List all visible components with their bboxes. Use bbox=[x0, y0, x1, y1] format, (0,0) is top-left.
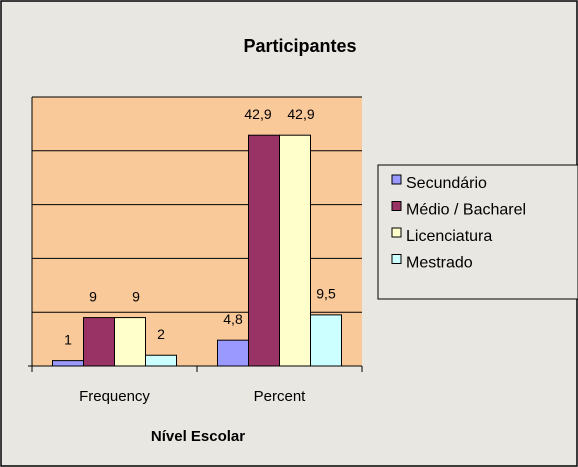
bar bbox=[52, 360, 84, 367]
x-tick-label: Frequency bbox=[79, 388, 150, 405]
data-label: 4,8 bbox=[223, 311, 243, 327]
legend-label: Licenciatura bbox=[406, 228, 492, 245]
x-tick-label: Percent bbox=[254, 388, 307, 405]
bar bbox=[310, 314, 342, 367]
legend bbox=[377, 164, 578, 300]
data-label: 9,5 bbox=[316, 286, 336, 302]
legend-label: Mestrado bbox=[406, 255, 473, 272]
legend-swatch bbox=[391, 254, 402, 264]
legend-label: Médio / Bacharel bbox=[406, 202, 526, 219]
data-label: 1 bbox=[64, 331, 72, 347]
data-label: 42,9 bbox=[287, 106, 314, 122]
legend-swatch bbox=[391, 227, 402, 238]
data-label: 9 bbox=[89, 288, 97, 304]
data-label: 2 bbox=[157, 326, 165, 342]
x-axis-title: Nível Escolar bbox=[151, 428, 245, 445]
legend-swatch bbox=[391, 174, 402, 185]
bar bbox=[217, 339, 249, 367]
legend-swatch bbox=[391, 201, 402, 211]
bar bbox=[145, 354, 177, 367]
bar bbox=[279, 134, 311, 367]
data-label: 9 bbox=[132, 288, 140, 304]
bar bbox=[248, 134, 280, 367]
chart-title: Participantes bbox=[243, 36, 356, 56]
bar bbox=[114, 317, 146, 367]
legend-label: Secundário bbox=[406, 175, 487, 192]
data-label: 42,9 bbox=[244, 106, 271, 122]
bar bbox=[83, 317, 115, 367]
